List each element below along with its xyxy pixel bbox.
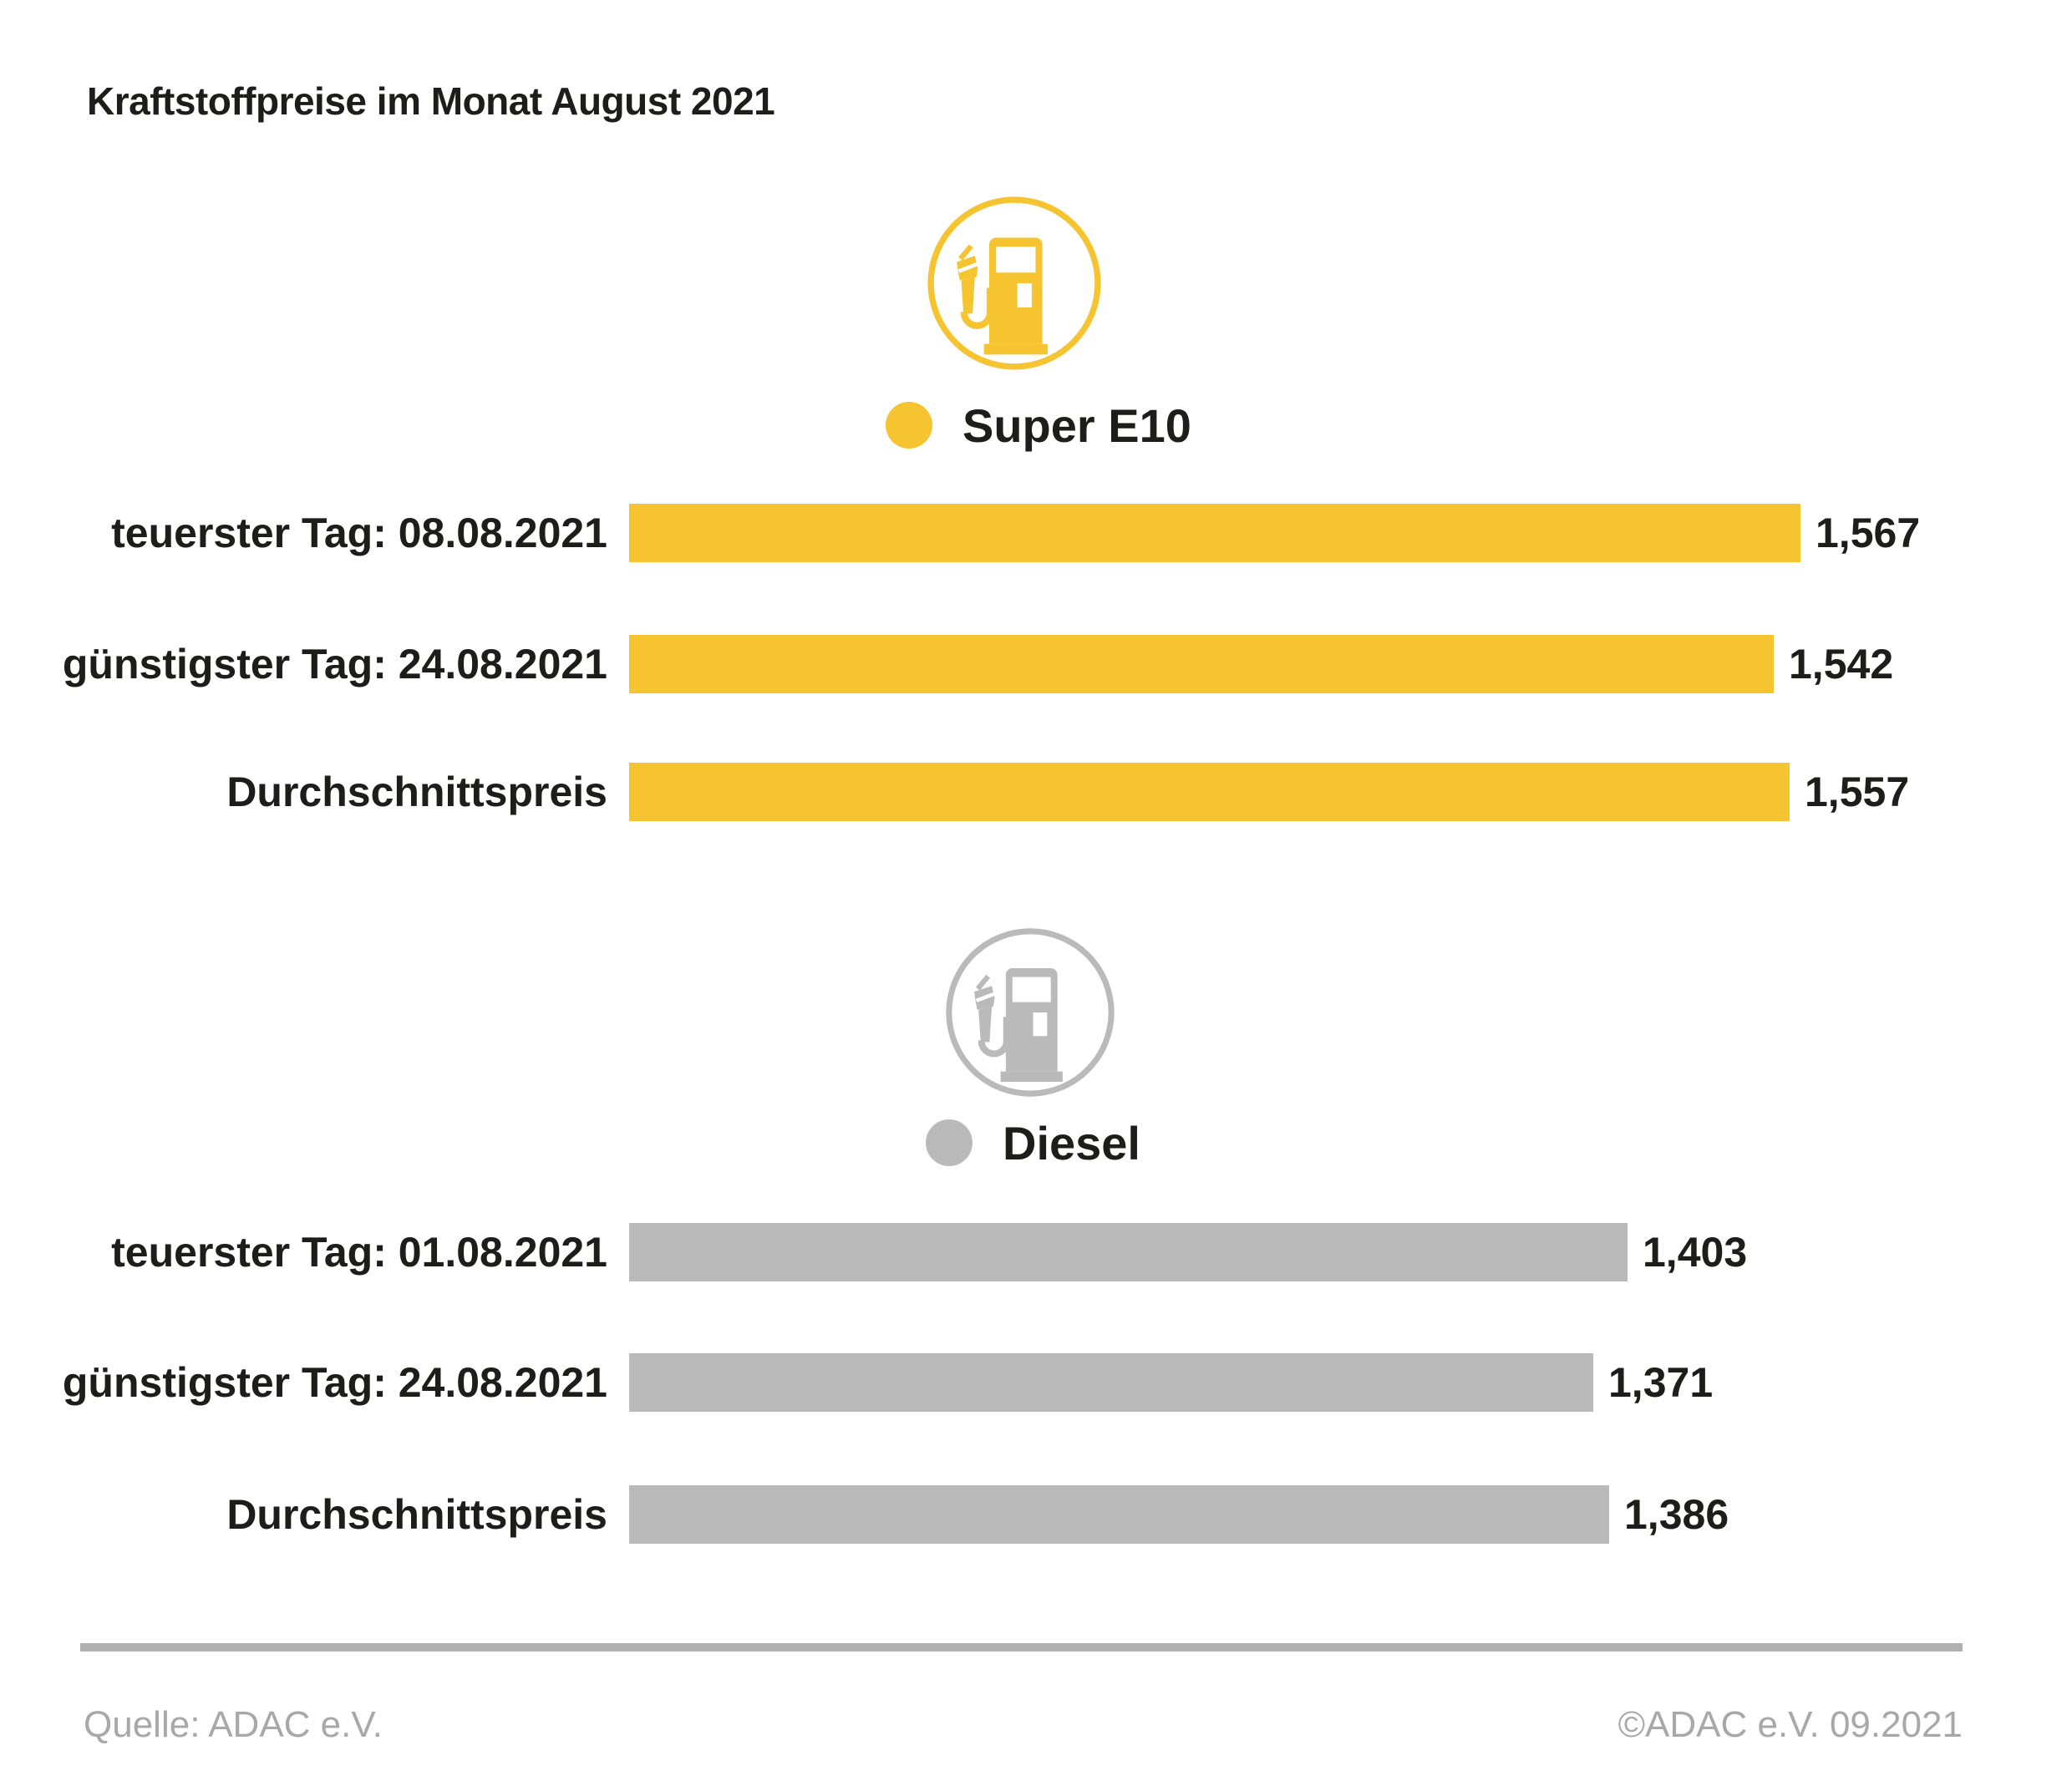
bar xyxy=(629,504,1800,562)
bar-value-label: 1,542 xyxy=(1789,641,1894,688)
fuel-pump-icon xyxy=(942,924,1119,1101)
footer-divider xyxy=(80,1643,1963,1652)
fuel-pump-icon xyxy=(923,192,1105,374)
bar-category-label: Durchschnittspreis xyxy=(226,769,607,815)
bar-row: teuerster Tag: 08.08.2021 1,567 xyxy=(0,504,2072,562)
bar-value-label: 1,567 xyxy=(1816,510,1921,556)
bar-category-label: teuerster Tag: 08.08.2021 xyxy=(111,510,607,556)
bar-category-label: teuerster Tag: 01.08.2021 xyxy=(111,1229,607,1276)
bar-row: teuerster Tag: 01.08.2021 1,403 xyxy=(0,1223,2072,1281)
copyright-notice: ©ADAC e.V. 09.2021 xyxy=(1617,1704,1963,1745)
legend-dot xyxy=(926,1119,973,1166)
legend-diesel: Diesel xyxy=(926,1117,1140,1170)
source-credit: Quelle: ADAC e.V. xyxy=(84,1704,383,1745)
bar-category-label: Durchschnittspreis xyxy=(226,1491,607,1538)
bar-value-label: 1,371 xyxy=(1608,1359,1714,1406)
legend-label: Diesel xyxy=(1003,1116,1140,1170)
bar-row: günstigster Tag: 24.08.2021 1,371 xyxy=(0,1353,2072,1412)
bar-category-label: günstigster Tag: 24.08.2021 xyxy=(62,641,607,688)
bar-value-label: 1,557 xyxy=(1805,769,1910,815)
bar-row: günstigster Tag: 24.08.2021 1,542 xyxy=(0,635,2072,693)
bar xyxy=(629,1485,1609,1544)
bar-value-label: 1,403 xyxy=(1643,1229,1748,1276)
bar xyxy=(629,763,1790,821)
bar-value-label: 1,386 xyxy=(1624,1491,1729,1538)
bar-category-label: günstigster Tag: 24.08.2021 xyxy=(62,1359,607,1406)
page-title: Kraftstoffpreise im Monat August 2021 xyxy=(87,79,775,123)
legend-label: Super E10 xyxy=(962,398,1191,452)
bar xyxy=(629,1223,1628,1281)
bar-row: Durchschnittspreis 1,557 xyxy=(0,763,2072,821)
bar xyxy=(629,1353,1593,1412)
bar xyxy=(629,635,1774,693)
legend-super-e10: Super E10 xyxy=(886,399,1191,452)
bar-row: Durchschnittspreis 1,386 xyxy=(0,1485,2072,1544)
legend-dot xyxy=(886,402,932,449)
